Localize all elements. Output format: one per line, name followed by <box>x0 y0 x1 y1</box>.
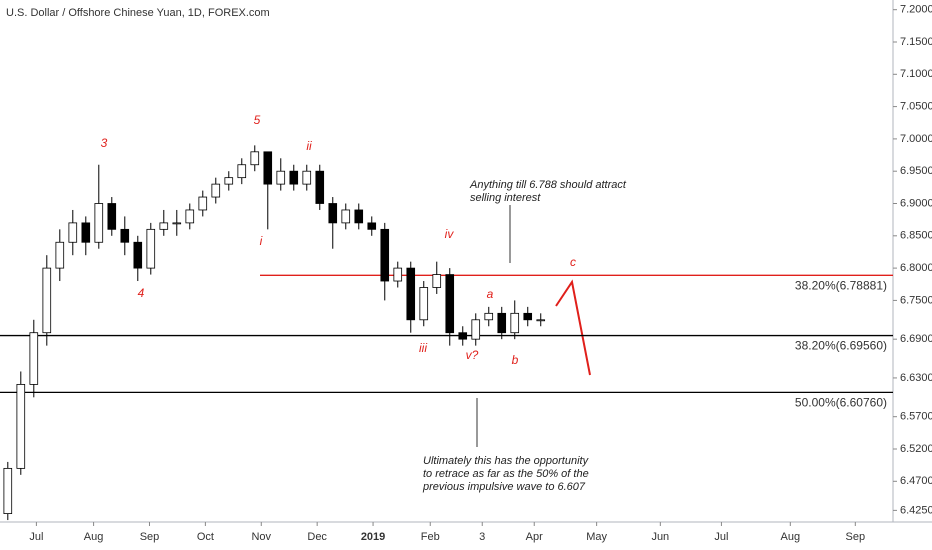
candle-body <box>289 170 299 185</box>
chart-title: U.S. Dollar / Offshore Chinese Yuan, 1D,… <box>6 7 270 19</box>
candle-body <box>263 151 273 185</box>
wave-label: ii <box>306 139 312 153</box>
candle-body <box>380 228 390 282</box>
candle-body <box>55 241 65 269</box>
x-tick-label: Oct <box>197 531 214 543</box>
x-tick-label: Feb <box>421 531 440 543</box>
candle-body <box>445 274 455 334</box>
y-tick-label: 6.90000 <box>900 197 932 209</box>
note-text: previous impulsive wave to 6.607 <box>422 481 586 493</box>
candle-body <box>315 170 325 204</box>
candle-body <box>302 170 312 185</box>
candle-body <box>367 222 377 230</box>
candle-body <box>133 241 143 269</box>
candle-body <box>419 287 429 321</box>
candle-body <box>159 222 169 230</box>
candle-body <box>523 312 533 321</box>
candle-body <box>536 319 546 322</box>
wave-label: a <box>487 287 494 301</box>
candle-body <box>393 267 403 282</box>
y-tick-label: 7.15000 <box>900 36 932 48</box>
note-text: Anything till 6.788 should attract <box>469 179 627 191</box>
y-tick-label: 6.69000 <box>900 333 932 345</box>
candle-body <box>224 177 234 185</box>
y-tick-label: 6.57000 <box>900 411 932 423</box>
level-label: 50.00%(6.60760) <box>795 396 887 410</box>
candle-body <box>146 228 156 269</box>
x-tick-label: Aug <box>84 531 104 543</box>
candle-body <box>198 196 208 211</box>
candle-body <box>237 164 247 179</box>
candle-body <box>510 312 520 334</box>
y-tick-label: 6.63000 <box>900 372 932 384</box>
note-text: selling interest <box>470 192 541 204</box>
wave-label: b <box>512 353 519 367</box>
y-tick-label: 7.10000 <box>900 68 932 80</box>
x-tick-label: Jun <box>651 531 669 543</box>
wave-label: iii <box>419 341 427 355</box>
note-text: to retrace as far as the 50% of the <box>423 468 589 480</box>
candle-body <box>276 170 286 185</box>
x-tick-label: 2019 <box>361 531 385 543</box>
x-tick-label: Sep <box>846 531 866 543</box>
candle-body <box>120 228 130 243</box>
candle-body <box>432 274 442 288</box>
candle-body <box>3 467 13 515</box>
wave-label: 5 <box>254 113 261 127</box>
y-tick-label: 6.42500 <box>900 504 932 516</box>
y-tick-label: 6.95000 <box>900 165 932 177</box>
wave-label: iv <box>445 227 455 241</box>
candle-body <box>16 383 26 469</box>
level-label: 38.20%(6.69560) <box>795 339 887 353</box>
level-label: 38.20%(6.78881) <box>795 279 887 293</box>
candle-body <box>497 312 507 334</box>
x-tick-label: Aug <box>781 531 801 543</box>
projection-path <box>555 279 591 376</box>
x-tick-label: Apr <box>526 531 543 543</box>
x-tick-label: Jul <box>714 531 728 543</box>
candle-body <box>185 209 195 224</box>
y-tick-label: 6.85000 <box>900 230 932 242</box>
wave-label: c <box>570 255 576 269</box>
y-tick-label: 6.75000 <box>900 294 932 306</box>
candle-body <box>341 209 351 224</box>
candle-body <box>94 203 104 243</box>
wave-label: v? <box>466 348 479 362</box>
x-tick-label: Jul <box>29 531 43 543</box>
note-text: Ultimately this has the opportunity <box>423 455 590 467</box>
x-tick-label: Sep <box>140 531 160 543</box>
x-tick-label: Nov <box>251 531 271 543</box>
candle-body <box>81 222 91 243</box>
y-tick-label: 6.47000 <box>900 475 932 487</box>
candle-body <box>250 151 260 166</box>
y-tick-label: 7.00000 <box>900 133 932 145</box>
x-tick-label: 3 <box>479 531 485 543</box>
candle-body <box>354 209 364 224</box>
candle-body <box>29 332 39 385</box>
wave-label: i <box>260 234 263 248</box>
candle-body <box>68 222 78 243</box>
candle-body <box>484 312 494 321</box>
candle-body <box>328 203 338 224</box>
wave-label: 4 <box>138 286 145 300</box>
candle-body <box>211 183 221 198</box>
candle-body <box>42 267 52 334</box>
wave-label: 3 <box>101 136 108 150</box>
y-tick-label: 7.05000 <box>900 101 932 113</box>
candle-body <box>172 222 182 225</box>
candle-body <box>406 267 416 321</box>
y-tick-label: 7.20000 <box>900 4 932 16</box>
candle-body <box>458 332 468 340</box>
candle-body <box>107 203 117 230</box>
x-tick-label: May <box>586 531 607 543</box>
y-tick-label: 6.80000 <box>900 262 932 274</box>
candle-body <box>471 319 481 340</box>
y-tick-label: 6.52000 <box>900 443 932 455</box>
x-tick-label: Dec <box>307 531 327 543</box>
